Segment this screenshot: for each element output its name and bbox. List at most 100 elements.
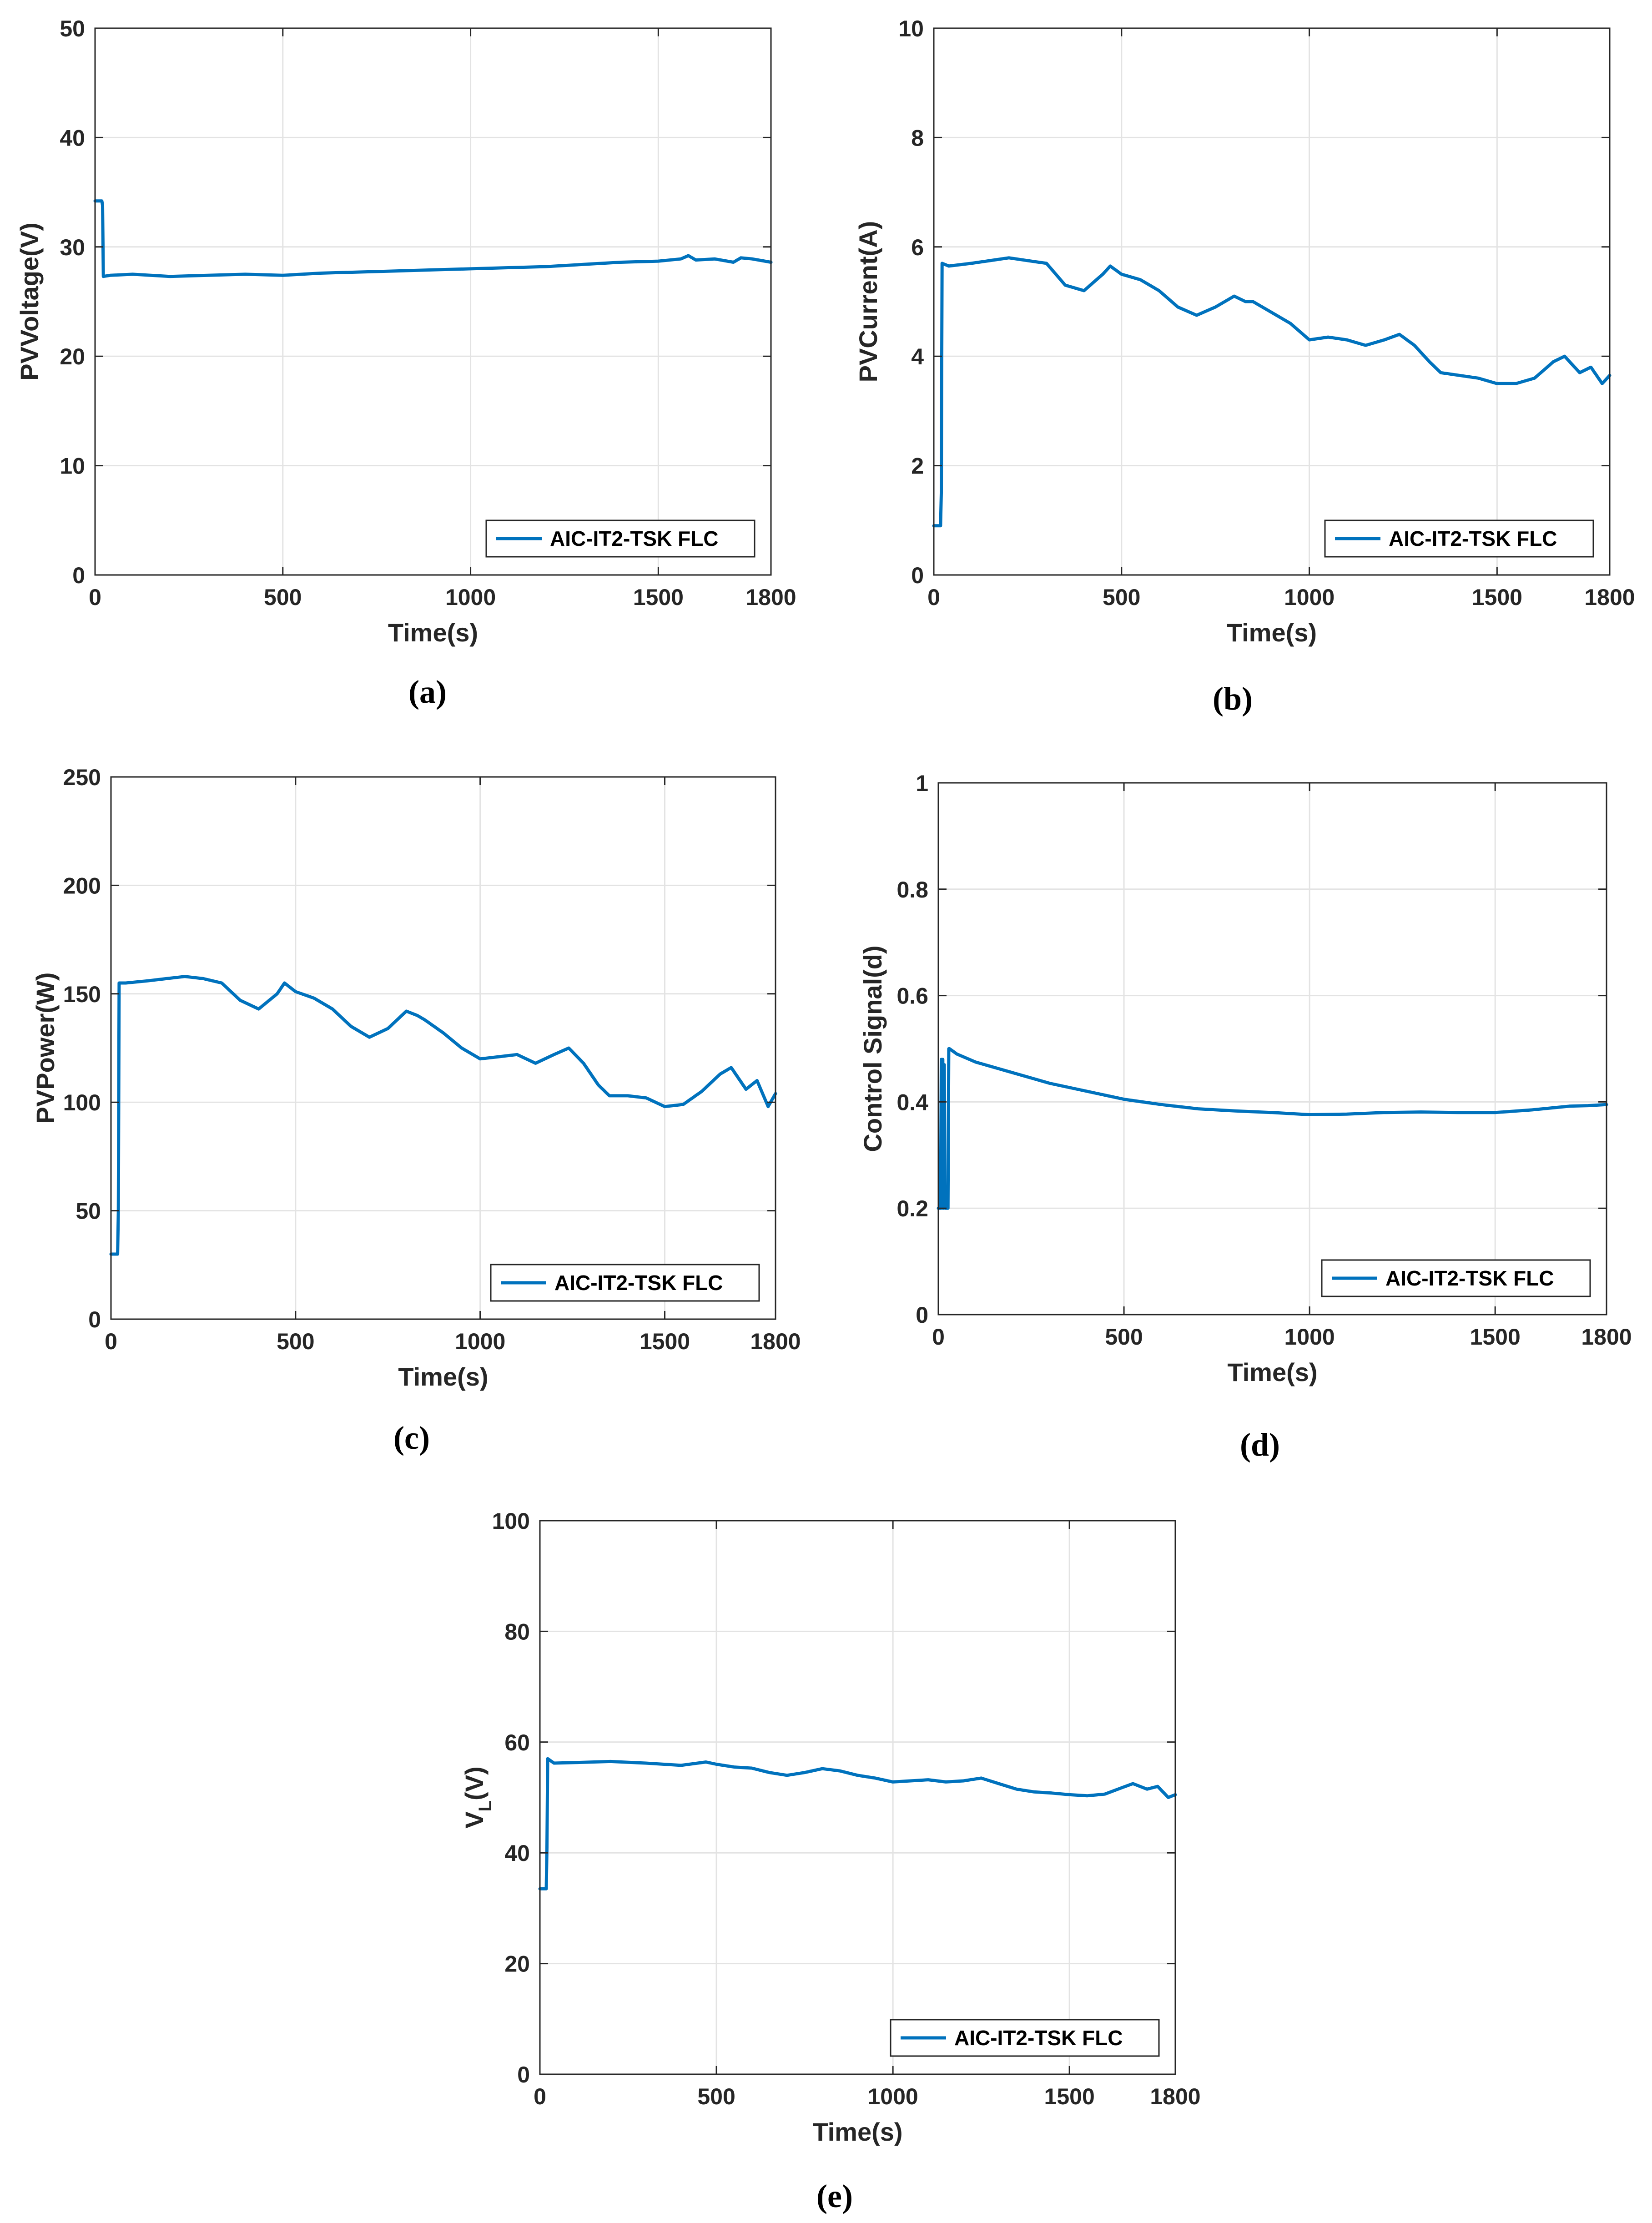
- axes-box: [937, 782, 1607, 1316]
- y-tick-label: 0: [72, 563, 85, 588]
- y-tick-label: 40: [60, 125, 85, 151]
- plot-area: [95, 28, 771, 575]
- y-tick-label: 250: [63, 765, 101, 790]
- x-tick-label: 1800: [1581, 1324, 1632, 1350]
- subfigure-caption: (b): [1213, 681, 1253, 717]
- x-tick-label: 1000: [445, 585, 496, 610]
- legend-label: AIC-IT2-TSK FLC: [1385, 1266, 1554, 1290]
- x-tick-label: 1500: [1472, 585, 1522, 610]
- y-tick-label: 4: [911, 344, 924, 369]
- x-tick-label: 1800: [1150, 2084, 1200, 2109]
- x-tick-label: 0: [105, 1329, 117, 1354]
- y-tick-label: 100: [492, 1508, 530, 1534]
- y-tick-label: 10: [898, 16, 924, 41]
- y-axis-label: PVCurrent(A): [854, 221, 882, 383]
- axes-box: [110, 776, 776, 1320]
- plot-area: [111, 777, 776, 1319]
- y-tick-label: 150: [63, 982, 101, 1007]
- y-axis-label: VL(V): [460, 1766, 495, 1828]
- chart-a: 0 500 1000 1500 1800 0 10 20 30 40 50 Time(s) PVVolt…: [15, 16, 796, 710]
- x-tick-label: 500: [277, 1329, 314, 1354]
- x-tick-label: 1800: [745, 585, 796, 610]
- y-tick-label: 0.6: [897, 983, 928, 1009]
- x-tick-label: 1800: [1584, 585, 1635, 610]
- legend: AIC-IT2-TSK FLC: [1324, 519, 1594, 558]
- subfigure-caption: (a): [408, 674, 447, 710]
- legend-label: AIC-IT2-TSK FLC: [554, 1271, 723, 1295]
- x-tick-label: 1500: [640, 1329, 690, 1354]
- series-line: [538, 1757, 1177, 1890]
- x-tick-label: 500: [1105, 1324, 1143, 1350]
- chart-e: 0 500 1000 1500 1800 0 20 40 60 80 100 Time(s) VL(V)…: [460, 1508, 1201, 2214]
- y-tick-label: 0.4: [897, 1089, 928, 1115]
- x-tick-label: 0: [89, 585, 101, 610]
- y-axis-label: PVVoltage(V): [15, 222, 44, 380]
- plot-area: [934, 28, 1610, 575]
- legend: AIC-IT2-TSK FLC: [890, 2019, 1160, 2057]
- plot-area: [938, 783, 1607, 1315]
- x-tick-label: 1000: [1284, 585, 1335, 610]
- y-tick-label: 100: [63, 1090, 101, 1115]
- y-tick-label: 80: [504, 1619, 530, 1644]
- y-axis-label: Control Signal(d): [858, 945, 887, 1152]
- x-axis-label: Time(s): [398, 1362, 488, 1391]
- axes-box: [539, 1520, 1176, 2075]
- legend: AIC-IT2-TSK FLC: [485, 519, 755, 558]
- x-tick-label: 1000: [1284, 1324, 1335, 1350]
- subfigure-caption: (e): [816, 2178, 853, 2214]
- y-tick-label: 50: [76, 1199, 101, 1224]
- x-tick-label: 1000: [867, 2084, 918, 2109]
- y-tick-label: 0: [911, 563, 924, 588]
- series-line: [109, 975, 777, 1256]
- y-tick-label: 50: [60, 16, 85, 41]
- series-line: [937, 1047, 1608, 1210]
- x-tick-label: 1500: [633, 585, 684, 610]
- x-tick-label: 1800: [750, 1329, 801, 1354]
- series-line: [93, 199, 773, 278]
- legend-label: AIC-IT2-TSK FLC: [954, 2026, 1123, 2050]
- x-tick-label: 500: [697, 2084, 735, 2109]
- subfigure-caption: (d): [1240, 1427, 1280, 1463]
- x-tick-label: 500: [264, 585, 302, 610]
- y-tick-label: 30: [60, 235, 85, 260]
- y-tick-label: 60: [504, 1730, 530, 1755]
- x-axis-label: Time(s): [1227, 1358, 1317, 1386]
- legend: AIC-IT2-TSK FLC: [1321, 1259, 1591, 1297]
- chart-b: 0 500 1000 1500 1800 0 2 4 6 8 10 Time(s) PVCurrent(…: [854, 16, 1635, 717]
- chart-c: 0 500 1000 1500 1800 0 50 100 150 200 250 Time(s) PV…: [31, 765, 801, 1456]
- y-tick-label: 20: [60, 344, 85, 369]
- x-tick-label: 1000: [455, 1329, 505, 1354]
- x-tick-label: 500: [1103, 585, 1140, 610]
- legend-label: AIC-IT2-TSK FLC: [550, 527, 719, 550]
- y-axis-label: PVPower(W): [31, 973, 60, 1124]
- y-tick-label: 200: [63, 873, 101, 898]
- y-tick-label: 0.2: [897, 1196, 928, 1221]
- y-tick-label: 20: [504, 1951, 530, 1977]
- legend: AIC-IT2-TSK FLC: [490, 1264, 760, 1302]
- axes-box: [94, 27, 772, 576]
- x-tick-label: 0: [932, 1324, 945, 1350]
- chart-d: 0 500 1000 1500 1800 0 0.2 0.4 0.6 0.8 1 Time(s) Con…: [858, 771, 1632, 1463]
- series-line: [932, 256, 1612, 528]
- subfigure-caption: (c): [393, 1420, 430, 1456]
- x-tick-label: 0: [534, 2084, 546, 2109]
- y-tick-label: 0: [517, 2062, 530, 2087]
- x-tick-label: 0: [927, 585, 940, 610]
- plot-area: [540, 1521, 1175, 2074]
- y-tick-label: 40: [504, 1840, 530, 1866]
- x-tick-label: 1500: [1470, 1324, 1521, 1350]
- y-tick-label: 6: [911, 235, 924, 260]
- x-axis-label: Time(s): [1227, 618, 1317, 647]
- x-axis-label: Time(s): [812, 2117, 902, 2146]
- y-tick-label: 0: [88, 1307, 101, 1332]
- axes-box: [933, 27, 1611, 576]
- y-tick-label: 1: [916, 771, 928, 796]
- y-tick-label: 8: [911, 125, 924, 151]
- y-tick-label: 10: [60, 454, 85, 479]
- y-tick-label: 0.8: [897, 877, 928, 902]
- legend-label: AIC-IT2-TSK FLC: [1389, 527, 1557, 550]
- x-tick-label: 1500: [1044, 2084, 1095, 2109]
- x-axis-label: Time(s): [388, 618, 478, 647]
- y-tick-label: 0: [916, 1302, 928, 1328]
